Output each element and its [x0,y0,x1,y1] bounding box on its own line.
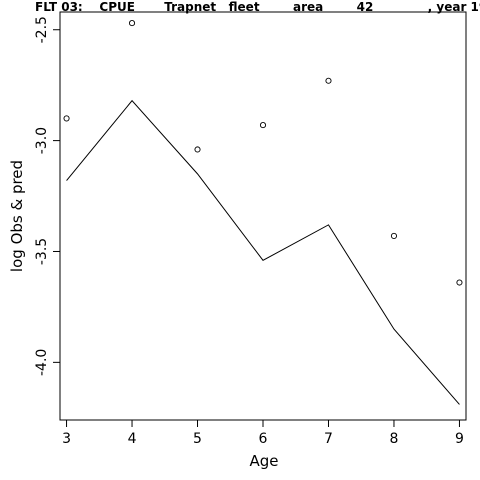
observed-point [259,122,267,129]
y-tick-label: -3.0 [34,127,50,154]
x-tick-label: 5 [193,431,202,447]
y-tick-label: -3.5 [34,238,50,265]
y-tick-label: -4.0 [34,349,50,376]
plot-frame [59,11,467,421]
observed-point [390,232,398,240]
observed-point [194,146,201,153]
observed-point [325,77,332,84]
x-tick-label: 4 [128,431,137,447]
x-axis-label: Age [249,452,278,470]
x-tick-label: 6 [259,431,268,447]
predicted-line-series [66,99,460,405]
chart-title: FLT 03: CPUE Trapnet fleet area 42 , yea… [35,0,480,14]
y-tick-label: -2.5 [34,16,50,43]
x-tick-label: 3 [62,431,71,447]
observed-points-series [63,20,463,286]
y-axis: -2.5 -3.0 -3.5 -4.0 [34,16,60,376]
x-tick-label: 8 [390,431,399,447]
predicted-line [66,99,460,405]
observed-point [63,115,70,122]
observed-point [456,279,463,286]
y-axis-label: log Obs & pred [8,160,26,272]
x-tick-label: 7 [324,431,333,447]
observed-point [128,20,136,27]
x-tick-label: 9 [455,431,464,447]
x-axis: 3 4 5 6 7 8 9 [62,420,464,447]
